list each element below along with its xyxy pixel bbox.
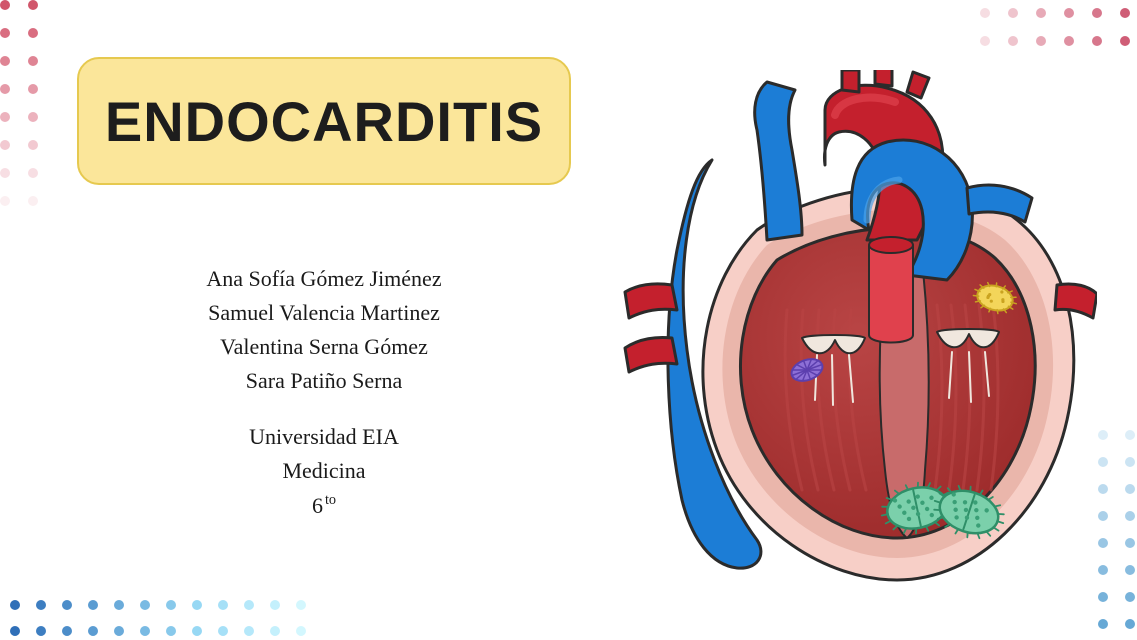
authors-block: Ana Sofía Gómez Jiménez Samuel Valencia … bbox=[77, 262, 571, 523]
slide: ENDOCARDITIS Ana Sofía Gómez Jiménez Sam… bbox=[0, 0, 1137, 640]
institution-program: Medicina bbox=[77, 454, 571, 488]
author-line: Ana Sofía Gómez Jiménez bbox=[77, 262, 571, 296]
title-box: ENDOCARDITIS bbox=[77, 57, 571, 185]
author-line: Samuel Valencia Martinez bbox=[77, 296, 571, 330]
heart-icon bbox=[617, 70, 1097, 590]
author-line: Valentina Serna Gómez bbox=[77, 330, 571, 364]
heart-illustration bbox=[617, 70, 1097, 590]
author-line: Sara Patiño Serna bbox=[77, 364, 571, 398]
title-text: ENDOCARDITIS bbox=[105, 89, 543, 154]
institution-level: 6to bbox=[77, 489, 571, 523]
institution-name: Universidad EIA bbox=[77, 420, 571, 454]
